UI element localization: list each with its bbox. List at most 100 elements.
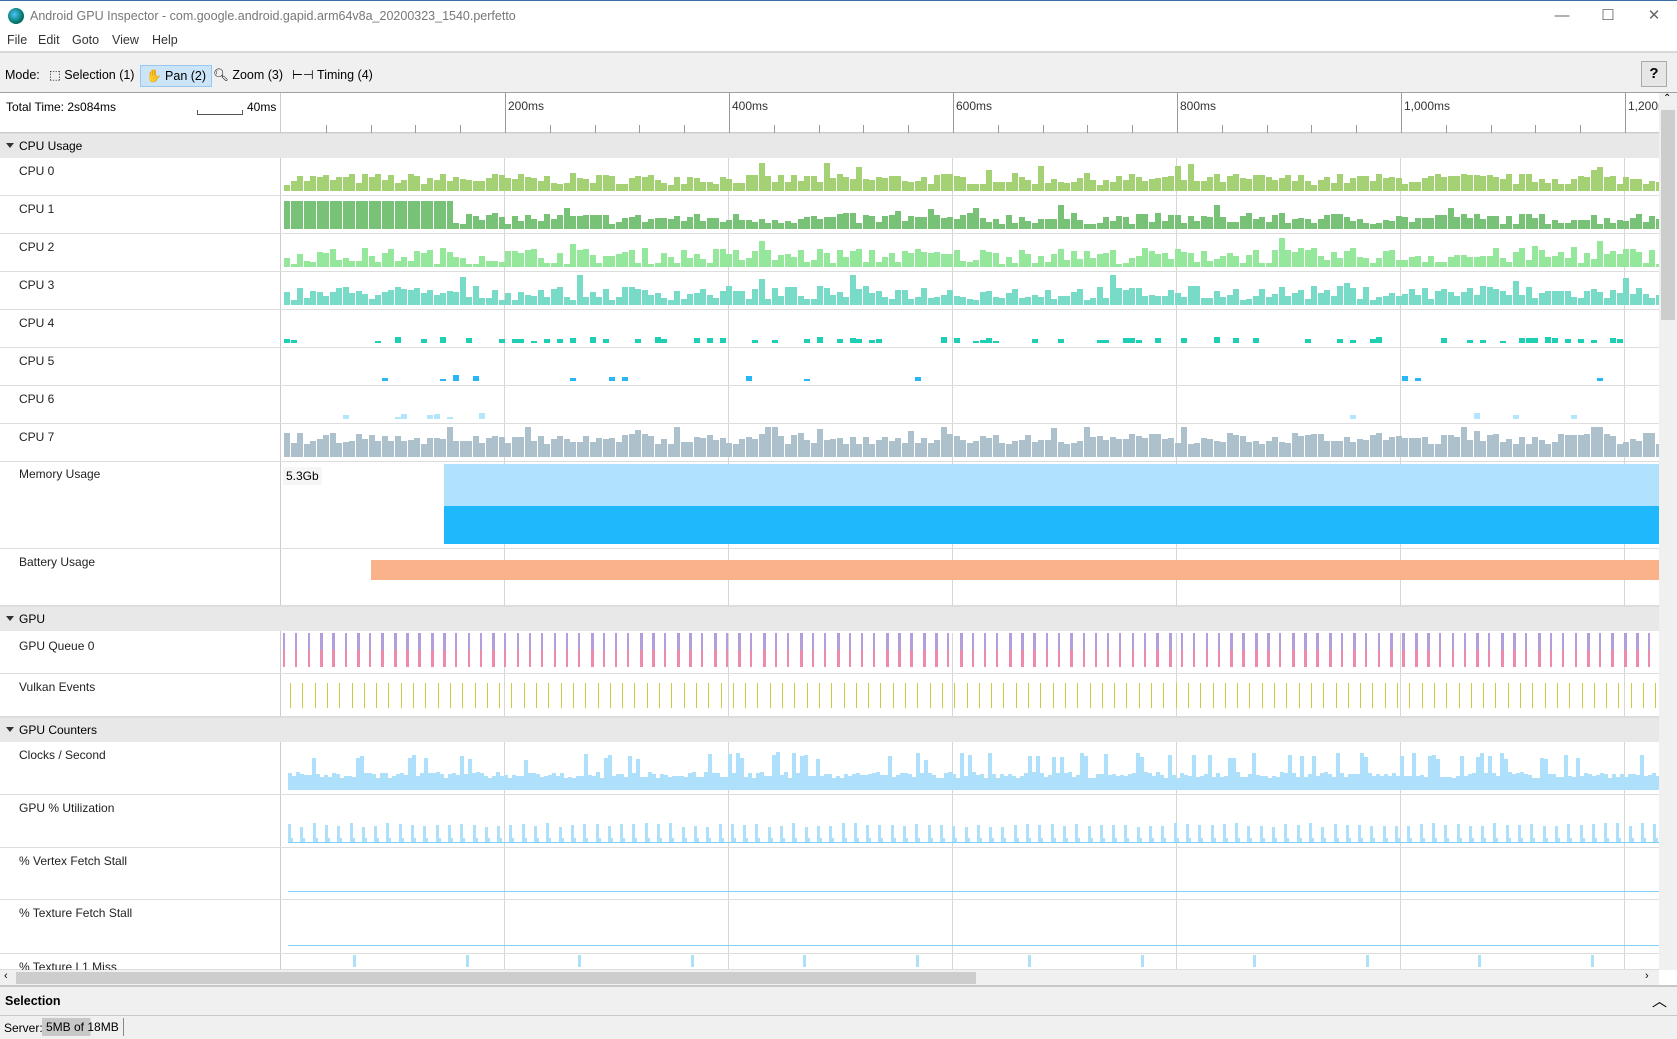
chevron-up-icon[interactable]: ︿ [1651,993,1667,1010]
horizontal-scroll-thumb[interactable] [16,972,976,984]
cpu-6-track[interactable] [281,386,1659,423]
gpu-queue-bar [1008,633,1012,650]
cpu-bar [1655,182,1659,191]
counter-bar [396,774,400,790]
counter-bar [1220,777,1224,790]
menu-help[interactable]: Help [152,33,178,47]
cpu-usage-section[interactable]: CPU Usage [0,133,1659,158]
counter-spike [595,824,599,843]
scroll-left-icon[interactable]: ‹ [4,970,8,982]
cpu-bar [531,178,537,191]
cpu-3[interactable]: CPU 3 [0,272,1659,310]
battery-usage[interactable]: Battery Usage [0,549,1659,606]
cpu-5[interactable]: CPU 5 [0,348,1659,386]
gpu-queue-bar [442,633,446,650]
cpu-2[interactable]: CPU 2 [0,234,1659,272]
cpu-4[interactable]: CPU 4 [0,310,1659,348]
gpu-queue-bar [1636,650,1639,667]
counter-bar [868,774,872,790]
grid-line [504,234,505,271]
menu-edit[interactable]: Edit [38,33,60,47]
cpu-bar [908,431,914,457]
gpu-queue-bar [775,650,777,667]
counter-1-track[interactable] [281,795,1659,847]
cpu-5-track[interactable] [281,348,1659,385]
expand-triangle-icon[interactable] [6,143,14,148]
menu-goto[interactable]: Goto [72,33,100,47]
cpu-bar [654,180,661,191]
cpu-4-track[interactable] [281,310,1659,347]
cpu-bar [388,290,394,305]
menu-view[interactable]: View [112,33,139,47]
cpu-2-track[interactable] [281,234,1659,271]
counter-4[interactable]: % Texture L1 Miss [0,954,1659,974]
selection-panel-header[interactable]: Selection ︿ [0,985,1677,1016]
counter-bar [416,775,420,790]
cpu-bar [1597,427,1603,457]
battery-usage-track[interactable] [281,549,1659,605]
cpu-bar [1148,251,1155,267]
selection-mode-button[interactable]: ⬚ Selection (1) [49,68,135,82]
cpu-1[interactable]: CPU 1 [0,196,1659,234]
cpu-bar [453,291,459,305]
timing-mode-button[interactable]: ⊢⊣ Timing (4) [292,68,373,82]
cpu-bar [368,201,375,229]
cpu-bar [979,339,986,343]
cpu-bar [1122,439,1129,457]
cpu-bar [544,297,550,305]
cpu-7-track[interactable] [281,424,1659,461]
counter-bar [1564,754,1568,790]
counter-spike [315,838,318,843]
cpu-bar [557,183,563,191]
gpu-queue-0[interactable]: GPU Queue 0 [0,633,1659,674]
counter-bar [900,773,904,790]
cpu-6[interactable]: CPU 6 [0,386,1659,424]
scroll-right-icon[interactable]: › [1645,970,1649,982]
counter-1[interactable]: GPU % Utilization [0,795,1659,848]
cpu-7[interactable]: CPU 7 [0,424,1659,462]
counter-spike [1481,826,1485,843]
gpu-queue-bar [1636,633,1639,650]
counter-2-track[interactable] [281,848,1659,899]
zoom-mode-button[interactable]: 🔍︎ Zoom (3) [213,68,284,82]
counter-2[interactable]: % Vertex Fetch Stall [0,848,1659,900]
counter-bar [952,774,956,790]
cpu-bar [1259,262,1265,267]
counter-4-track[interactable] [281,954,1659,969]
expand-triangle-icon[interactable] [6,616,14,621]
cpu-bar [836,214,843,229]
counter-0[interactable]: Clocks / Second [0,742,1659,795]
minimize-button[interactable]: — [1554,7,1570,24]
memory-usage-track[interactable]: 5.3Gb [281,461,1659,548]
maximize-button[interactable]: ☐ [1601,7,1615,24]
tick-minor [1221,125,1223,133]
vertical-scroll-thumb[interactable] [1661,110,1675,320]
close-button[interactable]: ✕ [1647,7,1661,24]
gpu-counters-section[interactable]: GPU Counters [0,717,1659,742]
counter-3[interactable]: % Texture Fetch Stall [0,900,1659,954]
cpu-bar [856,443,862,457]
gpu-section[interactable]: GPU [0,606,1659,631]
counter-bar [1612,774,1616,790]
counter-3-track[interactable] [281,900,1659,953]
vulkan-events-track[interactable] [281,674,1659,716]
vulkan-events[interactable]: Vulkan Events [0,674,1659,717]
cpu-bar [1135,214,1142,229]
pan-mode-button[interactable]: ✋ Pan (2) [140,65,213,87]
counter-0-track[interactable] [281,742,1659,794]
gpu-queue-0-track[interactable] [281,633,1659,673]
counter-spike [1127,838,1130,843]
menu-file[interactable]: File [7,33,28,47]
expand-triangle-icon[interactable] [6,727,14,732]
counter-spike [1247,826,1251,843]
gpu-queue-bar [750,650,753,667]
memory-usage[interactable]: Memory Usage 5.3Gb [0,461,1659,549]
cpu-bar [524,176,531,191]
cpu-3-track[interactable] [281,272,1659,309]
scroll-up-icon[interactable]: ⌃ [1663,93,1672,104]
cpu-1-track[interactable] [281,196,1659,233]
help-button[interactable]: ? [1641,61,1667,87]
cpu-0-track[interactable] [281,158,1659,195]
cpu-0[interactable]: CPU 0 [0,158,1659,196]
